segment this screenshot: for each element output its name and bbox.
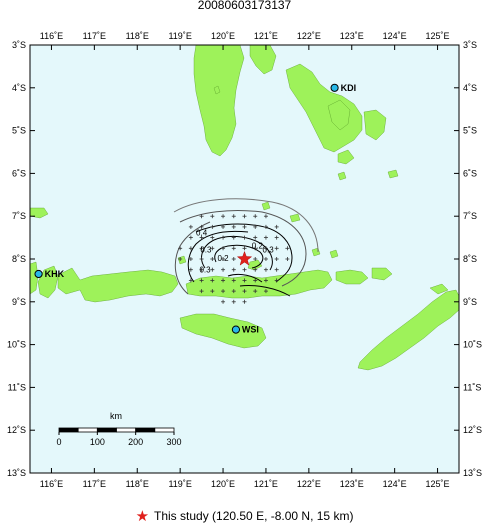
scale-bar-segment bbox=[58, 427, 79, 433]
contour-label: 0.2 bbox=[252, 241, 264, 250]
landmasses bbox=[30, 45, 459, 371]
lon-label-top: 123˚E bbox=[340, 31, 364, 41]
lon-label-bottom: 124˚E bbox=[383, 479, 407, 489]
lon-label-top: 122˚E bbox=[297, 31, 321, 41]
scale-bar-segment bbox=[154, 427, 175, 433]
contour-label: 0.4 bbox=[196, 228, 208, 237]
lon-label-top: 118˚E bbox=[126, 31, 149, 41]
lat-label-left: 4˚S bbox=[12, 83, 26, 93]
legend-star-icon: ★ bbox=[135, 508, 150, 525]
lat-label-left: 12˚S bbox=[7, 425, 26, 435]
scale-bar-segment bbox=[77, 427, 98, 433]
grid-points bbox=[178, 214, 290, 304]
scale-bar-label: 100 bbox=[90, 437, 105, 447]
lon-label-bottom: 118˚E bbox=[126, 479, 149, 489]
lon-label-bottom: 116˚E bbox=[40, 479, 63, 489]
lat-label-left: 6˚S bbox=[12, 168, 26, 178]
small-islands bbox=[30, 85, 399, 265]
station-marker-kdi bbox=[330, 83, 339, 92]
lat-label-left: 8˚S bbox=[12, 254, 26, 264]
lat-label-right: 13˚S bbox=[463, 468, 482, 478]
scale-bar-label: 200 bbox=[128, 437, 143, 447]
lon-label-top: 121˚E bbox=[254, 31, 278, 41]
legend-text: This study (120.50 E, -8.00 N, 15 km) bbox=[154, 509, 354, 523]
lat-label-left: 7˚S bbox=[12, 211, 26, 221]
lat-label-left: 11˚S bbox=[8, 382, 26, 392]
epicenter-star-marker bbox=[236, 250, 253, 266]
lat-label-right: 9˚S bbox=[463, 297, 477, 307]
lon-label-top: 119˚E bbox=[168, 31, 191, 41]
island-timor bbox=[357, 283, 459, 371]
station-label-wsi: WSI bbox=[242, 325, 259, 335]
contour-label: 0.3 bbox=[200, 246, 212, 255]
lon-label-top: 120˚E bbox=[211, 31, 235, 41]
island-sumbawa-lombok bbox=[30, 261, 179, 303]
contour-lines bbox=[173, 198, 319, 297]
lon-label-bottom: 123˚E bbox=[340, 479, 364, 489]
lat-label-right: 7˚S bbox=[463, 211, 477, 221]
lat-label-right: 8˚S bbox=[463, 254, 477, 264]
island-alor-solor bbox=[247, 259, 393, 285]
axis-ticks bbox=[30, 44, 459, 474]
contour-labels: 0.40.30.20.30.2 0.3 bbox=[196, 228, 274, 274]
lon-label-bottom: 121˚E bbox=[254, 479, 278, 489]
lat-label-right: 5˚S bbox=[463, 126, 477, 136]
lat-label-right: 11˚S bbox=[463, 382, 481, 392]
station-label-khk: KHK bbox=[45, 269, 65, 279]
scale-bar: km 0 100 200 300 bbox=[56, 411, 181, 447]
scale-bar-label: 0 bbox=[56, 437, 61, 447]
seismic-stations: KDI KHK WSI bbox=[34, 83, 357, 335]
lat-label-left: 5˚S bbox=[12, 126, 26, 136]
lon-label-top: 116˚E bbox=[40, 31, 63, 41]
lat-label-right: 6˚S bbox=[463, 168, 477, 178]
island-sulawesi-south bbox=[193, 45, 277, 157]
lon-label-bottom: 119˚E bbox=[168, 479, 191, 489]
island-sumba bbox=[179, 313, 267, 349]
scale-bar-title: km bbox=[110, 411, 122, 421]
scale-bar-segment bbox=[116, 427, 137, 433]
station-marker-khk bbox=[34, 269, 43, 279]
lat-label-left: 9˚S bbox=[12, 297, 26, 307]
island-sulawesi-southeast bbox=[285, 63, 387, 165]
station-marker-wsi bbox=[231, 325, 241, 334]
lat-label-right: 3˚S bbox=[463, 40, 477, 50]
map-title: 20080603173137 bbox=[197, 0, 292, 12]
lon-label-top: 117˚E bbox=[83, 31, 106, 41]
legend: ★ This study (120.50 E, -8.00 N, 15 km) bbox=[0, 507, 489, 525]
lat-label-right: 10˚S bbox=[463, 340, 482, 350]
lat-label-left: 10˚S bbox=[7, 340, 26, 350]
lon-label-bottom: 122˚E bbox=[297, 479, 321, 489]
lon-label-bottom: 120˚E bbox=[211, 479, 235, 489]
lon-label-top: 125˚E bbox=[426, 31, 450, 41]
axis-tick-labels: 116˚E 116˚E 117˚E 117˚E 118˚E 118˚E 119˚E 119˚E… bbox=[7, 31, 482, 489]
lat-label-left: 13˚S bbox=[7, 468, 26, 478]
lat-label-right: 12˚S bbox=[463, 425, 482, 435]
scale-bar-segment bbox=[96, 427, 117, 433]
contour-label: 0.3 bbox=[199, 266, 211, 275]
lon-label-bottom: 125˚E bbox=[426, 479, 450, 489]
scale-bar-label: 300 bbox=[166, 437, 181, 447]
lat-label-left: 3˚S bbox=[12, 40, 26, 50]
lon-label-top: 124˚E bbox=[383, 31, 407, 41]
contour-label: 0.2 bbox=[217, 254, 229, 263]
contour-label: 0.3 bbox=[263, 246, 275, 255]
station-label-kdi: KDI bbox=[341, 83, 357, 93]
scale-bar-segment bbox=[135, 427, 156, 433]
lat-label-right: 4˚S bbox=[463, 83, 477, 93]
lon-label-bottom: 117˚E bbox=[83, 479, 106, 489]
